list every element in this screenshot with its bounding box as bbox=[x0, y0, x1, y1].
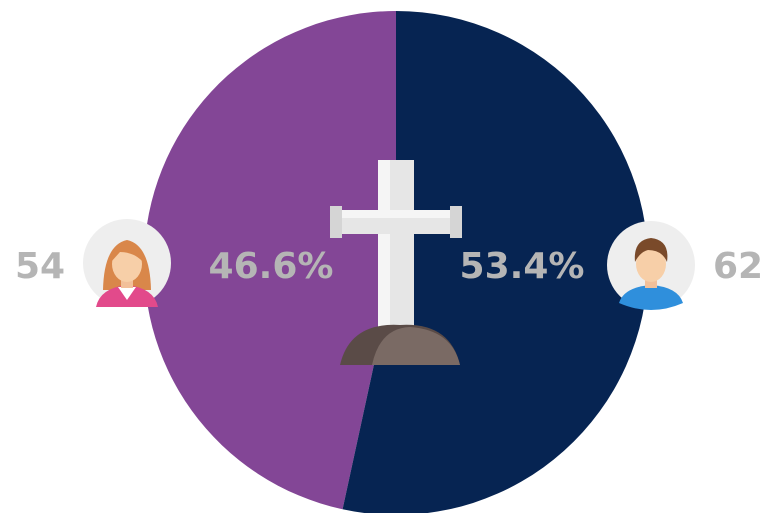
grave-icon bbox=[330, 160, 462, 365]
count-label: 62 bbox=[713, 246, 763, 287]
pie bbox=[143, 11, 648, 513]
pie-slice bbox=[143, 11, 396, 510]
count-label: 54 bbox=[15, 246, 65, 287]
pie-slice bbox=[342, 11, 648, 513]
male-avatar bbox=[607, 221, 695, 310]
female-avatar bbox=[83, 219, 171, 307]
percent-label: 46.6% bbox=[209, 246, 334, 287]
percent-label: 53.4% bbox=[460, 246, 585, 287]
